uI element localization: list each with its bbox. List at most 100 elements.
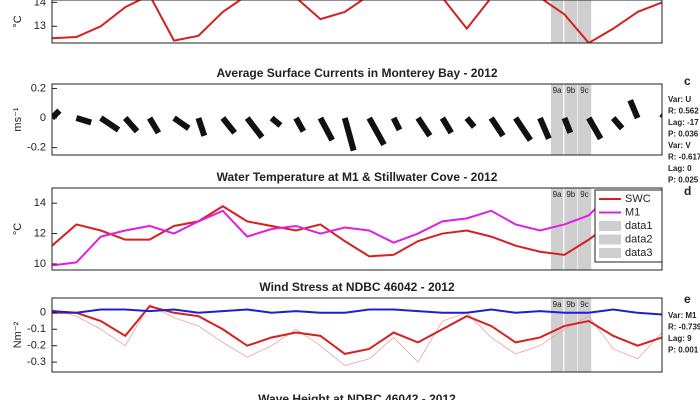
y-axis-label: °C: [12, 223, 24, 235]
band-label: 9c: [580, 86, 588, 95]
stat-text: P: 0.001: [668, 346, 699, 355]
stick: [610, 116, 625, 131]
stick: [537, 116, 552, 140]
shaded-band: [564, 298, 578, 372]
stick: [269, 115, 283, 128]
stick: [341, 117, 357, 152]
band-label: 9b: [566, 86, 575, 95]
y-tick-label: 14: [34, 197, 46, 209]
stat-text: Var: V: [668, 141, 691, 150]
band-label: 9b: [566, 190, 575, 199]
panel-letter: c: [684, 74, 691, 88]
legend-label: data1: [625, 220, 653, 232]
stat-text: R: -0.739: [668, 323, 700, 332]
stat-text: Lag: -17: [668, 118, 699, 127]
stick: [172, 115, 191, 131]
legend-swatch: [599, 234, 621, 245]
shaded-band: [577, 188, 592, 270]
legend-label: SWC: [625, 193, 651, 205]
band-label: 9b: [566, 300, 575, 309]
stick: [561, 116, 574, 134]
stick: [317, 116, 335, 142]
shaded-band: [564, 188, 578, 270]
band-label: 9a: [553, 86, 562, 95]
stat-text: Var: U: [668, 95, 691, 104]
stick: [293, 116, 307, 133]
band-label: 9c: [580, 300, 588, 309]
stat-text: P: 0.025: [668, 176, 699, 185]
stat-text: R: -0.617: [668, 153, 700, 162]
legend-label: data3: [625, 247, 653, 259]
plot: [52, 188, 662, 270]
chart-title: Water Temperature at M1 & Stillwater Cov…: [217, 170, 498, 184]
stick: [147, 116, 162, 135]
legend-label: data2: [625, 233, 653, 245]
band-label: 9c: [580, 190, 588, 199]
band-label: 9a: [553, 300, 562, 309]
stick: [659, 112, 662, 119]
y-tick-label: 14: [34, 0, 46, 8]
y-tick-label: 0.2: [31, 82, 46, 94]
y-tick-label: 0: [40, 112, 46, 124]
shaded-band: [577, 0, 592, 43]
y-tick-label: 13: [34, 20, 46, 32]
stat-text: R: 0.562: [668, 107, 699, 116]
stat-text: Lag: 0: [668, 164, 692, 173]
y-tick-label: 10: [34, 258, 46, 270]
panel-letter: d: [684, 184, 691, 198]
y-tick-label: -0.3: [27, 356, 46, 368]
chart-title: Average Surface Currents in Monterey Bay…: [217, 66, 498, 80]
chart-title: Wind Stress at NDBC 46042 - 2012: [259, 280, 455, 294]
legend-swatch: [599, 248, 621, 258]
y-tick-label: -0.2: [27, 142, 46, 154]
data-line: [52, 308, 662, 316]
plot: [52, 84, 662, 155]
stick: [52, 108, 62, 121]
plot: [52, 298, 662, 372]
chart-title: Wave Height at NDBC 46042 - 2012: [258, 392, 456, 400]
shaded-band: [550, 84, 564, 155]
stick: [439, 116, 454, 135]
y-axis-label: ms⁻¹: [12, 107, 24, 131]
band-label: 9a: [553, 190, 562, 199]
data-line: [52, 0, 662, 43]
y-tick-label: -0.2: [27, 340, 46, 352]
y-axis-label: °C: [12, 15, 24, 27]
plot-frame: [51, 83, 663, 156]
stick: [195, 117, 208, 137]
plot-frame: [51, 297, 663, 373]
stick: [122, 116, 140, 134]
stick: [464, 116, 477, 129]
stick: [513, 116, 533, 142]
stick: [415, 116, 433, 138]
stick: [366, 116, 387, 147]
stick: [220, 116, 237, 135]
stick: [488, 116, 506, 138]
panel-letter: e: [684, 292, 691, 306]
stick: [75, 115, 93, 126]
stick: [99, 115, 121, 133]
data-line: [52, 205, 662, 258]
data-line: [52, 189, 662, 267]
y-tick-label: 12: [34, 227, 46, 239]
legend-label: M1: [625, 206, 640, 218]
plot: [52, 0, 662, 43]
y-axis-label: Nm⁻²: [12, 321, 24, 348]
shaded-band: [550, 298, 564, 372]
stat-text: Lag: 9: [668, 334, 692, 343]
stick: [586, 116, 604, 141]
stick: [244, 116, 265, 140]
y-tick-label: -0.1: [27, 323, 46, 335]
stick: [627, 99, 641, 120]
stick: [390, 116, 403, 132]
stat-text: P: 0.036: [668, 130, 699, 139]
legend-swatch: [599, 221, 621, 231]
data-line: [52, 305, 662, 355]
plot-frame: [51, 0, 663, 44]
y-tick-label: 0: [40, 307, 46, 319]
shaded-band: [564, 84, 578, 155]
shaded-band: [550, 188, 564, 270]
stat-text: Var: M1: [668, 311, 697, 320]
shaded-band: [577, 84, 592, 155]
